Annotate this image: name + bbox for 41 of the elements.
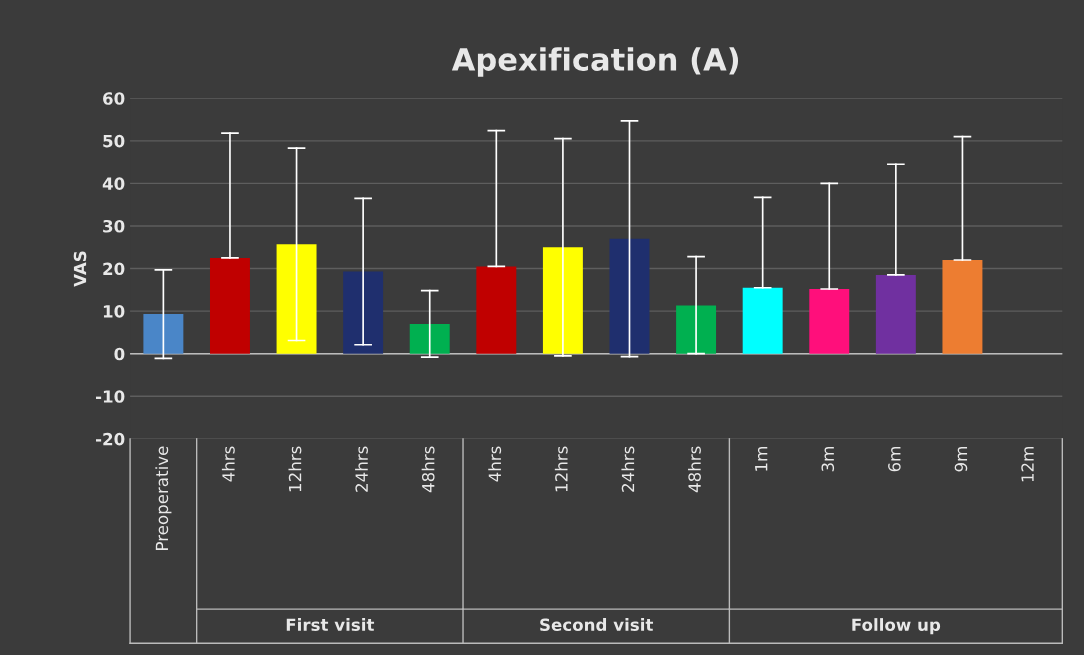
x-tick-label: 9m [954, 447, 968, 472]
y-tick-label: -10 [96, 390, 125, 403]
x-tick-label: 4hrs [221, 446, 235, 482]
bar [542, 247, 583, 354]
x-tick-label: 24hrs [621, 446, 635, 492]
x-tick-label: 48hrs [421, 446, 435, 493]
bar [343, 271, 384, 354]
bar [609, 238, 650, 354]
x-tick-label: 12m [1021, 447, 1034, 482]
bar [875, 274, 916, 354]
bar [942, 260, 983, 354]
text: Follow up [852, 618, 941, 635]
bar [409, 323, 450, 354]
chart-title: Apexification (A) [451, 47, 739, 77]
bar [742, 287, 783, 354]
y-axis-title: VAS [73, 251, 87, 287]
text: First visit [286, 618, 375, 632]
text: Second visit [540, 618, 654, 632]
bar [476, 266, 517, 354]
bar [209, 257, 250, 354]
x-tick-label: 48hrs [688, 446, 701, 493]
y-tick-label: 40 [102, 177, 125, 190]
y-tick-label: 10 [103, 305, 125, 318]
x-tick-label: 4hrs [488, 446, 502, 482]
y-tick-label: 50 [103, 134, 125, 148]
bar [276, 244, 317, 354]
y-tick-label: -20 [96, 432, 125, 446]
y-tick-label: 20 [103, 262, 125, 276]
bar [143, 314, 184, 354]
y-tick-label: 60 [103, 92, 125, 105]
x-tick-label: 12hrs [288, 446, 302, 492]
y-tick-label: 30 [103, 219, 125, 233]
x-tick-label: 6m [888, 447, 901, 472]
bar [809, 288, 850, 354]
x-tick-label: Preoperative [155, 446, 172, 550]
x-tick-label: 1m [755, 447, 768, 471]
bar [676, 305, 717, 354]
x-tick-label: 12hrs [554, 446, 568, 492]
y-tick-label: 0 [114, 347, 125, 361]
x-tick-label: 3m [821, 447, 835, 472]
x-tick-label: 24hrs [355, 446, 368, 492]
